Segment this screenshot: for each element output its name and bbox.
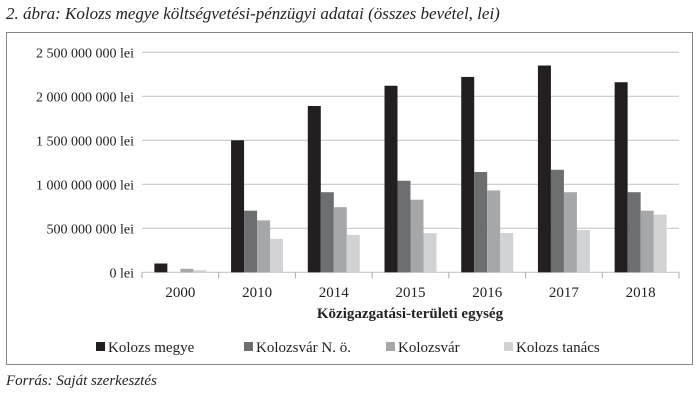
- y-tick-label: 1 500 000 000 lei: [36, 134, 134, 149]
- figure-title: 2. ábra: Kolozs megye költségvetési-pénz…: [6, 4, 500, 23]
- x-axis-title: Közigazgatási-területi egység: [317, 306, 504, 322]
- chart-frame: [6, 32, 693, 365]
- bar-2015-4: [423, 233, 437, 273]
- bar-2017-2: [550, 169, 564, 273]
- x-tick-label: 2017: [549, 285, 580, 301]
- bar-2017-3: [563, 192, 577, 273]
- bar-2014-2: [320, 192, 334, 273]
- bar-2010-1: [231, 140, 245, 273]
- legend-label: Kolozsvár: [398, 340, 460, 356]
- legend-label: Kolozs megye: [108, 340, 195, 356]
- bar-2015-2: [397, 180, 411, 273]
- bar-2017-4: [576, 230, 590, 273]
- x-tick-label: 2016: [472, 285, 503, 301]
- bar-2015-1: [384, 85, 398, 273]
- bar-2010-3: [257, 220, 271, 273]
- bar-2010-2: [244, 210, 258, 273]
- y-tick-label: 1 000 000 000 lei: [36, 178, 134, 193]
- bar-2000-3: [180, 268, 194, 273]
- bar-2018-2: [627, 192, 641, 273]
- bar-2016-1: [461, 76, 475, 273]
- legend-label: Kolozs tanács: [516, 340, 600, 356]
- bar-2014-4: [346, 234, 360, 273]
- x-tick-label: 2000: [165, 285, 195, 301]
- x-tick-label: 2014: [319, 285, 350, 301]
- bar-2018-4: [653, 214, 667, 273]
- bar-2010-4: [270, 238, 284, 273]
- legend-label: Kolozsvár N. ö.: [256, 340, 351, 356]
- bar-2000-4: [193, 270, 207, 273]
- legend-swatch: [244, 342, 253, 351]
- y-tick-label: 500 000 000 lei: [47, 222, 135, 237]
- bar-2014-1: [307, 105, 321, 273]
- bar-2018-3: [640, 210, 654, 273]
- bar-2016-4: [500, 232, 514, 273]
- legend-swatch: [386, 342, 395, 351]
- legend-swatch: [504, 342, 513, 351]
- y-tick-label: 0 lei: [110, 266, 135, 281]
- bar-2014-3: [333, 207, 347, 273]
- bar-2017-1: [537, 65, 551, 273]
- x-tick-label: 2010: [242, 285, 272, 301]
- bar-2000-1: [154, 263, 168, 273]
- y-tick-label: 2 000 000 000 lei: [36, 90, 134, 105]
- x-tick-label: 2018: [626, 285, 656, 301]
- x-tick-label: 2015: [396, 285, 426, 301]
- bar-2015-3: [410, 199, 424, 273]
- bar-2016-3: [487, 190, 501, 273]
- source-note: Forrás: Saját szerkesztés: [6, 373, 157, 389]
- bar-2016-2: [474, 171, 488, 273]
- bar-2018-1: [614, 82, 628, 273]
- y-tick-label: 2 500 000 000 lei: [36, 46, 134, 61]
- legend-swatch: [96, 342, 105, 351]
